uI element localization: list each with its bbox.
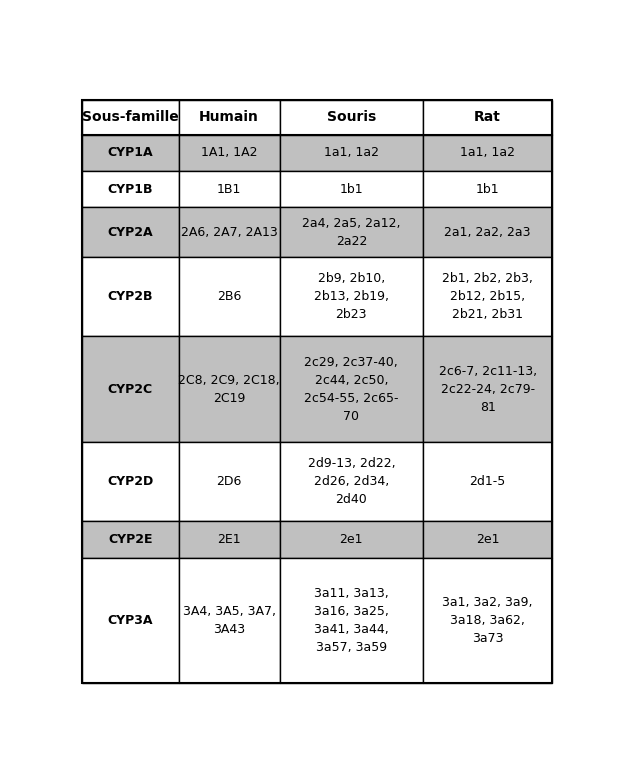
Text: Sous-famille: Sous-famille: [82, 111, 179, 124]
Bar: [423, 207, 552, 257]
Text: CYP2D: CYP2D: [107, 475, 154, 488]
Bar: [280, 442, 423, 521]
Text: CYP2E: CYP2E: [108, 533, 153, 546]
Bar: [423, 521, 552, 557]
Bar: [280, 521, 423, 557]
Text: 2a1, 2a2, 2a3: 2a1, 2a2, 2a3: [444, 226, 531, 239]
Text: 2C8, 2C9, 2C18,
2C19: 2C8, 2C9, 2C18, 2C19: [178, 373, 280, 404]
Text: Humain: Humain: [199, 111, 259, 124]
Text: 2c29, 2c37-40,
2c44, 2c50,
2c54-55, 2c65-
70: 2c29, 2c37-40, 2c44, 2c50, 2c54-55, 2c65…: [304, 356, 399, 423]
Bar: [82, 521, 178, 557]
Text: 2D6: 2D6: [217, 475, 242, 488]
Text: 2B6: 2B6: [217, 290, 241, 303]
Text: 1a1, 1a2: 1a1, 1a2: [460, 146, 515, 159]
Text: 2d9-13, 2d22,
2d26, 2d34,
2d40: 2d9-13, 2d22, 2d26, 2d34, 2d40: [308, 457, 395, 506]
Text: CYP2C: CYP2C: [108, 383, 153, 396]
Bar: [178, 257, 280, 336]
Text: 2e1: 2e1: [476, 533, 500, 546]
Text: CYP2A: CYP2A: [108, 226, 153, 239]
Bar: [280, 207, 423, 257]
Text: Rat: Rat: [474, 111, 501, 124]
Bar: [423, 336, 552, 442]
Text: 2b9, 2b10,
2b13, 2b19,
2b23: 2b9, 2b10, 2b13, 2b19, 2b23: [314, 272, 389, 321]
Bar: [82, 135, 178, 171]
Text: 2E1: 2E1: [217, 533, 241, 546]
Bar: [178, 135, 280, 171]
Bar: [423, 135, 552, 171]
Text: 1a1, 1a2: 1a1, 1a2: [324, 146, 379, 159]
Bar: [280, 257, 423, 336]
Text: 1B1: 1B1: [217, 182, 241, 196]
Text: 3a11, 3a13,
3a16, 3a25,
3a41, 3a44,
3a57, 3a59: 3a11, 3a13, 3a16, 3a25, 3a41, 3a44, 3a57…: [314, 587, 389, 654]
Text: 2A6, 2A7, 2A13: 2A6, 2A7, 2A13: [181, 226, 277, 239]
Text: 1b1: 1b1: [476, 182, 500, 196]
Text: 1A1, 1A2: 1A1, 1A2: [201, 146, 258, 159]
Bar: [423, 557, 552, 683]
Bar: [423, 257, 552, 336]
Text: 2d1-5: 2d1-5: [470, 475, 506, 488]
Bar: [82, 100, 178, 135]
Bar: [280, 100, 423, 135]
Bar: [280, 336, 423, 442]
Bar: [82, 336, 178, 442]
Text: CYP1A: CYP1A: [108, 146, 153, 159]
Bar: [82, 257, 178, 336]
Bar: [178, 207, 280, 257]
Text: 1b1: 1b1: [339, 182, 363, 196]
Bar: [82, 207, 178, 257]
Text: Souris: Souris: [327, 111, 376, 124]
Bar: [82, 557, 178, 683]
Bar: [280, 135, 423, 171]
Bar: [423, 442, 552, 521]
Text: 2c6-7, 2c11-13,
2c22-24, 2c79-
81: 2c6-7, 2c11-13, 2c22-24, 2c79- 81: [439, 365, 537, 414]
Bar: [280, 171, 423, 207]
Bar: [178, 557, 280, 683]
Bar: [178, 171, 280, 207]
Bar: [178, 100, 280, 135]
Bar: [82, 171, 178, 207]
Text: 2e1: 2e1: [340, 533, 363, 546]
Bar: [280, 557, 423, 683]
Text: 3A4, 3A5, 3A7,
3A43: 3A4, 3A5, 3A7, 3A43: [183, 605, 275, 636]
Text: CYP1B: CYP1B: [108, 182, 153, 196]
Bar: [178, 442, 280, 521]
Bar: [423, 100, 552, 135]
Text: CYP3A: CYP3A: [108, 614, 153, 627]
Text: 2b1, 2b2, 2b3,
2b12, 2b15,
2b21, 2b31: 2b1, 2b2, 2b3, 2b12, 2b15, 2b21, 2b31: [442, 272, 533, 321]
Bar: [423, 171, 552, 207]
Bar: [82, 442, 178, 521]
Text: CYP2B: CYP2B: [108, 290, 153, 303]
Text: 2a4, 2a5, 2a12,
2a22: 2a4, 2a5, 2a12, 2a22: [302, 216, 400, 247]
Bar: [178, 336, 280, 442]
Text: 3a1, 3a2, 3a9,
3a18, 3a62,
3a73: 3a1, 3a2, 3a9, 3a18, 3a62, 3a73: [443, 596, 533, 645]
Bar: [178, 521, 280, 557]
